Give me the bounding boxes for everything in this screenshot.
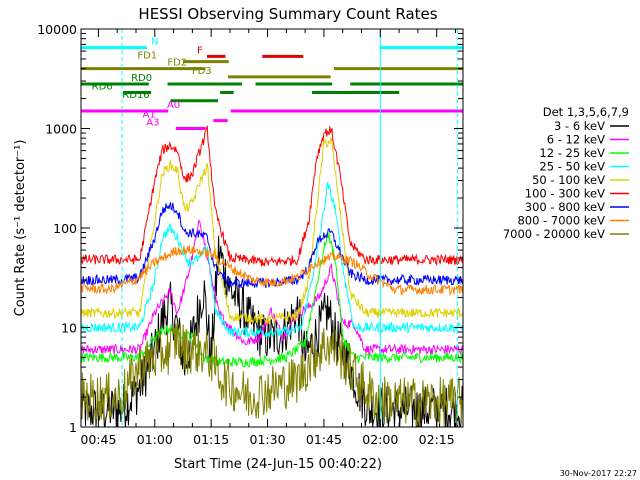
series-line-300-800-kev (81, 202, 463, 289)
legend-label: 3 - 6 keV (554, 119, 605, 133)
legend-label: 800 - 7000 keV (517, 214, 605, 228)
legend-label: 7000 - 20000 keV (503, 227, 605, 241)
mode-label-a0: A0 (167, 100, 180, 111)
mode-label-fd2: FD2 (167, 58, 187, 69)
y-axis-label: Count Rate (s⁻¹ detector⁻¹) (13, 140, 28, 317)
y-tick-label: 1 (69, 420, 77, 435)
series-line-3-6-kev (81, 235, 463, 427)
legend-label: 50 - 100 keV (532, 173, 605, 187)
x-tick-label: 01:45 (306, 432, 342, 447)
x-tick-label: 01:15 (193, 432, 229, 447)
x-axis-label: Start Time (24-Jun-15 00:40:22) (174, 457, 382, 472)
x-tick-label: 02:15 (419, 432, 455, 447)
series-line-100-300-kev (81, 124, 463, 267)
series-line-12-25-kev (81, 232, 463, 368)
legend-label: 300 - 800 keV (525, 200, 605, 214)
legend-label: 12 - 25 keV (539, 146, 605, 160)
legend-title: Det 1,3,5,6,7,9 (543, 105, 629, 119)
mode-label-a3: A3 (146, 118, 159, 129)
mode-label-rd6: RD6 (92, 82, 113, 93)
y-tick-label: 10000 (37, 22, 77, 37)
mode-label-a1: A1 (143, 110, 156, 121)
mode-label-n: N (151, 37, 158, 48)
mode-label-rd0: RD0 (131, 73, 152, 84)
y-tick-label: 100 (53, 221, 77, 236)
x-tick-label: 01:00 (137, 432, 173, 447)
series-line-25-50-kev (81, 182, 463, 338)
x-tick-label: 01:30 (250, 432, 286, 447)
x-tick-label: 02:00 (362, 432, 398, 447)
chart-title: HESSI Observing Summary Count Rates (138, 5, 437, 23)
series-line-7000-20000-kev (81, 322, 463, 427)
legend-label: 6 - 12 keV (547, 133, 605, 147)
mode-label-fd1: FD1 (137, 51, 157, 62)
series-line-800-7000-kev (81, 245, 463, 297)
mode-label-fd3: FD3 (192, 66, 212, 77)
legend-label: 100 - 300 keV (525, 187, 605, 201)
legend-label: 25 - 50 keV (539, 160, 605, 174)
mode-label-f: F (197, 45, 203, 56)
y-tick-label: 1000 (45, 122, 77, 137)
y-tick-label: 10 (61, 321, 77, 336)
mode-label-rd16: RD16 (122, 90, 149, 101)
x-tick-label: 00:45 (80, 432, 116, 447)
series-line-50-100-kev (81, 137, 463, 325)
footer-timestamp: 30-Nov-2017 22:27 (560, 469, 637, 478)
